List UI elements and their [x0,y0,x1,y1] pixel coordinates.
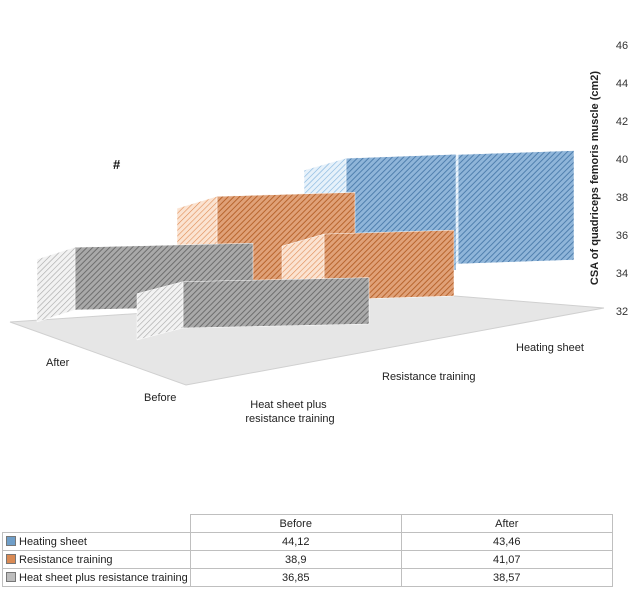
bar-face-front [36,246,76,323]
resistance-training-swatch-icon [6,553,16,564]
table-series-cell: Resistance training [2,550,191,569]
y-tick-label: 46 [616,40,628,52]
y-tick-label: 32 [616,306,628,318]
table-cell-before: 38,9 [189,550,402,569]
y-tick-label: 38 [616,192,628,204]
table-series-cell: Heat sheet plus resistance training [2,568,191,587]
heat-sheet-plus-swatch-icon [6,571,16,582]
table-header-row: Before After [2,514,613,533]
y-axis-ticks: 32 34 36 38 40 42 44 46 [616,40,628,318]
y-tick-label: 40 [616,154,628,166]
data-table: Before After Heating sheet 44,12 43,46 R… [2,514,613,587]
table-cell-after: 38,57 [400,568,613,587]
category-label-after: After [46,357,70,369]
bar-chart-3d: 32 34 36 38 40 42 44 46 CSA of quadriceps femor… [9,40,628,425]
table-row: Resistance training 38,9 41,07 [2,550,613,569]
y-tick-label: 42 [616,116,628,128]
table-header-after: After [400,514,613,533]
table-cell-after: 41,07 [400,550,613,569]
depth-label-heat-sheet-plus: Heat sheet plus resistance training [245,399,334,425]
depth-label-resistance-training: Resistance training [382,371,476,383]
y-tick-label: 44 [616,78,628,90]
y-tick-label: 34 [616,268,628,280]
table-header-before: Before [189,514,402,533]
bar-face-side [457,150,575,265]
table-series-label: Resistance training [19,553,113,566]
significance-annotation: # [113,157,121,172]
table-cell-after: 43,46 [400,532,613,551]
table-series-label: Heating sheet [19,535,87,548]
table-series-label: Heat sheet plus resistance training [19,571,188,584]
table-cell-before: 36,85 [189,568,402,587]
y-axis-title: CSA of quadriceps femoris muscle (cm2) [589,71,601,285]
bar-face-side [182,277,370,329]
y-tick-label: 36 [616,230,628,242]
bar-heat-sheet-plus-before [136,277,370,341]
table-row: Heating sheet 44,12 43,46 [2,532,613,551]
bars-layer [36,150,575,341]
depth-label-heating-sheet: Heating sheet [516,342,584,354]
table-series-cell: Heating sheet [2,532,191,551]
category-label-before: Before [144,392,176,404]
heating-sheet-swatch-icon [6,535,16,546]
table-corner [2,514,191,533]
table-cell-before: 44,12 [189,532,402,551]
bar-face-front [136,281,184,341]
table-row: Heat sheet plus resistance training 36,8… [2,568,613,587]
